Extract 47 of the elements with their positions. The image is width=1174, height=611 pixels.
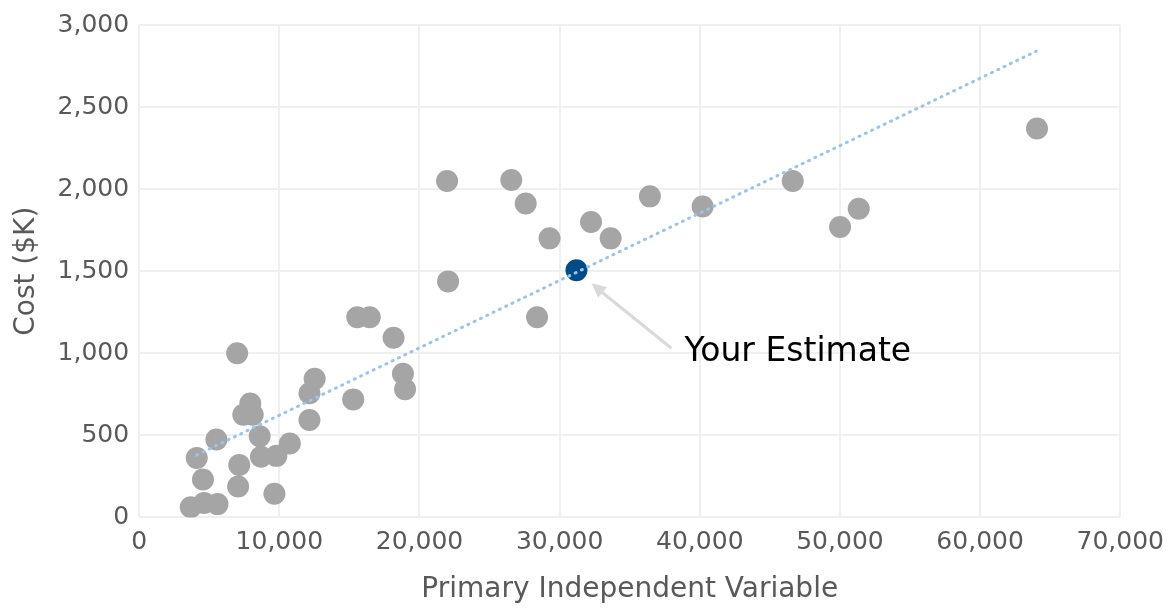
point (265, 444, 288, 467)
point (1026, 117, 1049, 140)
point (691, 195, 714, 218)
point (382, 326, 405, 349)
annotation: Your Estimate (683, 329, 912, 369)
x-tick-label: 40,000 (656, 525, 744, 555)
point (514, 192, 537, 215)
point (227, 475, 250, 498)
y-tick-label: 2,000 (57, 172, 130, 202)
point (599, 227, 622, 250)
point (278, 432, 301, 455)
point (185, 446, 208, 469)
point (437, 270, 460, 293)
point (191, 468, 214, 491)
point (538, 227, 561, 250)
point (303, 367, 326, 390)
point (394, 378, 417, 401)
point (580, 210, 603, 233)
y-tick-label: 1,000 (57, 336, 130, 366)
point (526, 306, 549, 329)
point (500, 168, 523, 191)
y-tick-label: 1,500 (57, 254, 130, 284)
point (205, 428, 228, 451)
point (248, 425, 271, 448)
point (342, 388, 365, 411)
y-axis-title: Cost ($K) (8, 206, 42, 336)
x-tick-label: 10,000 (235, 525, 324, 555)
x-tick-label: 70,000 (1076, 525, 1164, 555)
x-tick-label: 20,000 (375, 525, 464, 555)
x-axis-title: Primary Independent Variable (421, 571, 839, 605)
point (638, 185, 661, 208)
y-tick-label: 500 (81, 418, 130, 448)
point (565, 259, 588, 282)
x-tick-label: 50,000 (796, 525, 884, 555)
point (226, 342, 249, 365)
point (228, 454, 251, 477)
y-tick-label: 3,000 (57, 8, 130, 38)
point (298, 408, 321, 431)
x-tick-label: 60,000 (936, 525, 1024, 555)
y-tick-label: 2,500 (57, 90, 130, 120)
point (847, 197, 870, 220)
x-tick-label: 30,000 (515, 525, 604, 555)
point (263, 482, 286, 505)
point (436, 169, 459, 192)
point (781, 169, 804, 192)
point (829, 216, 852, 239)
y-tick-label: 0 (113, 500, 130, 530)
